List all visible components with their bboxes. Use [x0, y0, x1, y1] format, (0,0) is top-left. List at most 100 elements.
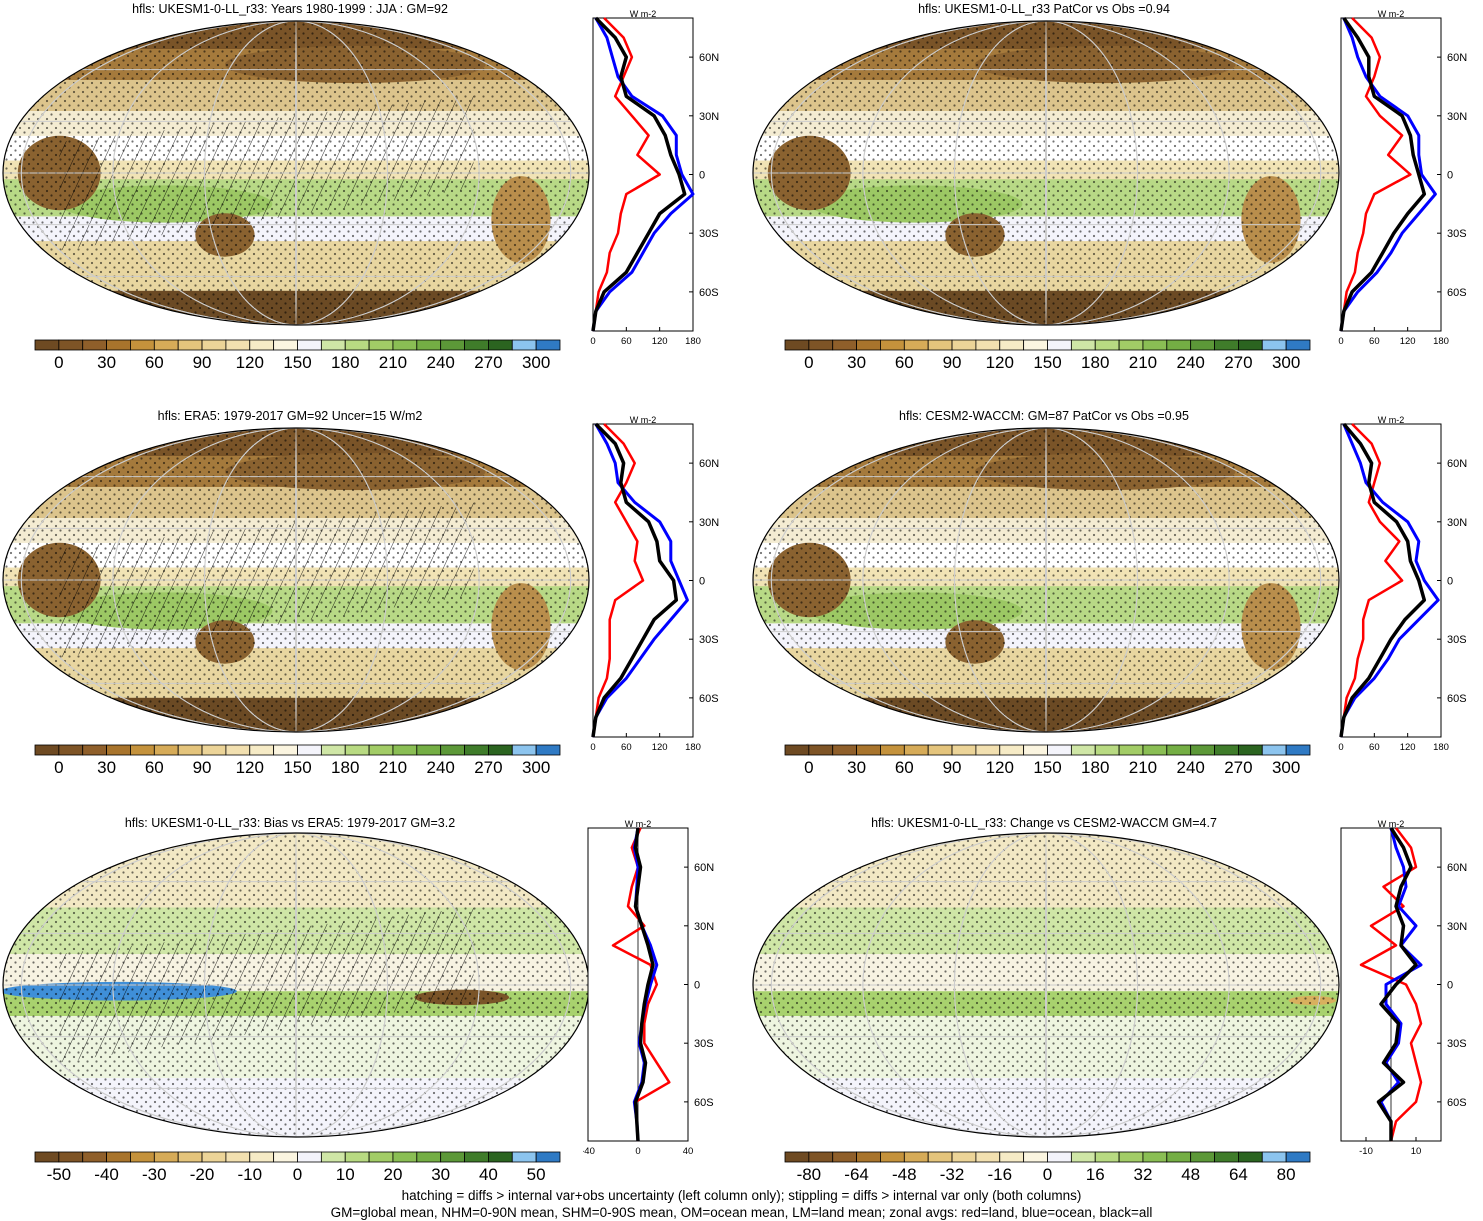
graticule-lon [1045, 833, 1047, 1137]
colorbar-swatch [82, 1151, 107, 1163]
colorbar-tick-label: 120 [986, 353, 1014, 372]
colorbar-tick-label: 20 [383, 1165, 402, 1184]
colorbar-swatch [368, 339, 394, 351]
colorbar-tick-label: 10 [336, 1165, 355, 1184]
colorbar-tick-label: 40 [479, 1165, 498, 1184]
x-tick-label: 180 [1433, 336, 1449, 347]
colorbar-swatch [1023, 339, 1048, 351]
x-tick-label: 0 [590, 742, 595, 753]
lat-tick-label: 60N [699, 52, 719, 64]
colorbar-tick-label: 270 [1224, 758, 1252, 777]
colorbar-swatch [297, 744, 322, 756]
map-outline [2, 20, 590, 326]
colorbar-tick-label: 30 [97, 758, 116, 777]
graticule-lon [112, 21, 480, 325]
colorbar-swatch [177, 339, 203, 351]
colorbar-tick-label: 64 [1229, 1165, 1248, 1184]
lat-tick-label: 60S [699, 287, 719, 299]
x-tick-label: -40 [583, 1146, 595, 1157]
colorbar-swatch [511, 744, 537, 756]
colorbar-swatch [249, 339, 275, 351]
colorbar-tick-label: -30 [142, 1165, 167, 1184]
colorbar-swatch [951, 1151, 977, 1163]
colorbar-swatch [1118, 339, 1144, 351]
colorbar-tick-label: 120 [236, 758, 264, 777]
graticule-lon [20, 428, 572, 732]
colorbar-tick-label: 0 [1043, 1165, 1052, 1184]
colorbar-tick-label: 90 [193, 758, 212, 777]
x-tick-label: 180 [685, 336, 701, 347]
x-tick-label: 40 [683, 1146, 694, 1157]
colorbar-tick-label: 50 [527, 1165, 546, 1184]
graticule-lon [203, 428, 389, 732]
panel-title: hfls: UKESM1-0-LL_r33: Bias vs ERA5: 197… [124, 816, 456, 830]
graticule-lon [1045, 428, 1047, 732]
lat-tick-label: 30N [699, 517, 719, 529]
colorbar-swatch [225, 1151, 251, 1163]
lat-tick-label: 30S [1447, 228, 1467, 240]
colorbar-tick-label: 300 [1272, 353, 1300, 372]
colorbar-swatch [951, 744, 977, 756]
colorbar-swatch [1142, 744, 1168, 756]
zonal-profile: W m-2 60N 30N 0 30S 60S 0 60 120 180 [590, 415, 719, 753]
colorbar-swatch [416, 339, 442, 351]
colorbar-swatch [1118, 744, 1144, 756]
map-outline [2, 427, 590, 733]
map-outline [752, 832, 1340, 1138]
colorbar-swatch [535, 339, 561, 351]
lat-tick-label: 30S [694, 1038, 714, 1050]
colorbar-tick-label: 90 [943, 758, 962, 777]
lat-tick-label: 30N [699, 111, 719, 123]
colorbar-swatch [832, 339, 857, 351]
colorbar-swatch [999, 1151, 1025, 1163]
colorbar-tick-label: 30 [97, 353, 116, 372]
lat-tick-label: 60N [1447, 862, 1467, 874]
colorbar-swatch [130, 1151, 155, 1163]
graticule-lon [203, 833, 389, 1137]
colorbar-swatch [808, 339, 834, 351]
map-plot [752, 427, 1340, 733]
colorbar-swatch [1261, 1151, 1287, 1163]
colorbar-swatch [511, 1151, 537, 1163]
colorbar: 0 30 60 90 120 150 180 210 240 270 300 [34, 744, 561, 777]
map-plot [752, 20, 1340, 326]
colorbar-tick-label: 240 [1176, 353, 1204, 372]
zonal-line-all [1339, 422, 1427, 738]
zonal-profile: W m-2 60N 30N 0 30S 60S -40 0 40 [583, 819, 714, 1157]
graticule-lon [953, 21, 1139, 325]
x-tick-label: 120 [652, 336, 668, 347]
colorbar-swatch [392, 744, 418, 756]
graticule-lon [203, 21, 389, 325]
footer-caption-line1: hatching = diffs > internal var+obs unce… [401, 1188, 1082, 1203]
colorbar-swatch [1142, 1151, 1168, 1163]
colorbar: 0 30 60 90 120 150 180 210 240 270 300 [784, 744, 1311, 777]
colorbar-swatch [106, 744, 131, 756]
colorbar-swatch [320, 744, 346, 756]
zonal-line-land [1339, 423, 1404, 738]
graticule-lon [862, 21, 1230, 325]
zonal-line-all [1376, 827, 1418, 1141]
colorbar-swatch [1285, 339, 1311, 351]
colorbar-tick-label: 210 [379, 758, 407, 777]
colorbar-swatch [368, 1151, 394, 1163]
graticule-lon [770, 428, 1322, 732]
map-plot [2, 832, 590, 1138]
colorbar-swatch [440, 744, 465, 756]
x-tick-label: 180 [685, 742, 701, 753]
lat-tick-label: 30N [1447, 517, 1467, 529]
colorbar-swatch [880, 339, 905, 351]
colorbar-swatch [1047, 744, 1072, 756]
colorbar-swatch [464, 1151, 489, 1163]
colorbar-swatch [344, 744, 370, 756]
colorbar-tick-label: 300 [522, 758, 550, 777]
colorbar-swatch [1166, 1151, 1192, 1163]
colorbar-swatch [488, 1151, 513, 1163]
x-tick-label: 60 [1369, 742, 1380, 753]
x-tick-label: 120 [652, 742, 668, 753]
zonal-profile: W m-2 60N 30N 0 30S 60S 0 60 120 180 [1338, 9, 1467, 347]
lat-tick-label: 60N [694, 862, 714, 874]
panel-title: hfls: UKESM1-0-LL_r33: Years 1980-1999 :… [132, 2, 448, 16]
x-tick-label: 0 [590, 336, 595, 347]
colorbar-swatch [416, 744, 442, 756]
zonal-line-all [591, 422, 679, 738]
